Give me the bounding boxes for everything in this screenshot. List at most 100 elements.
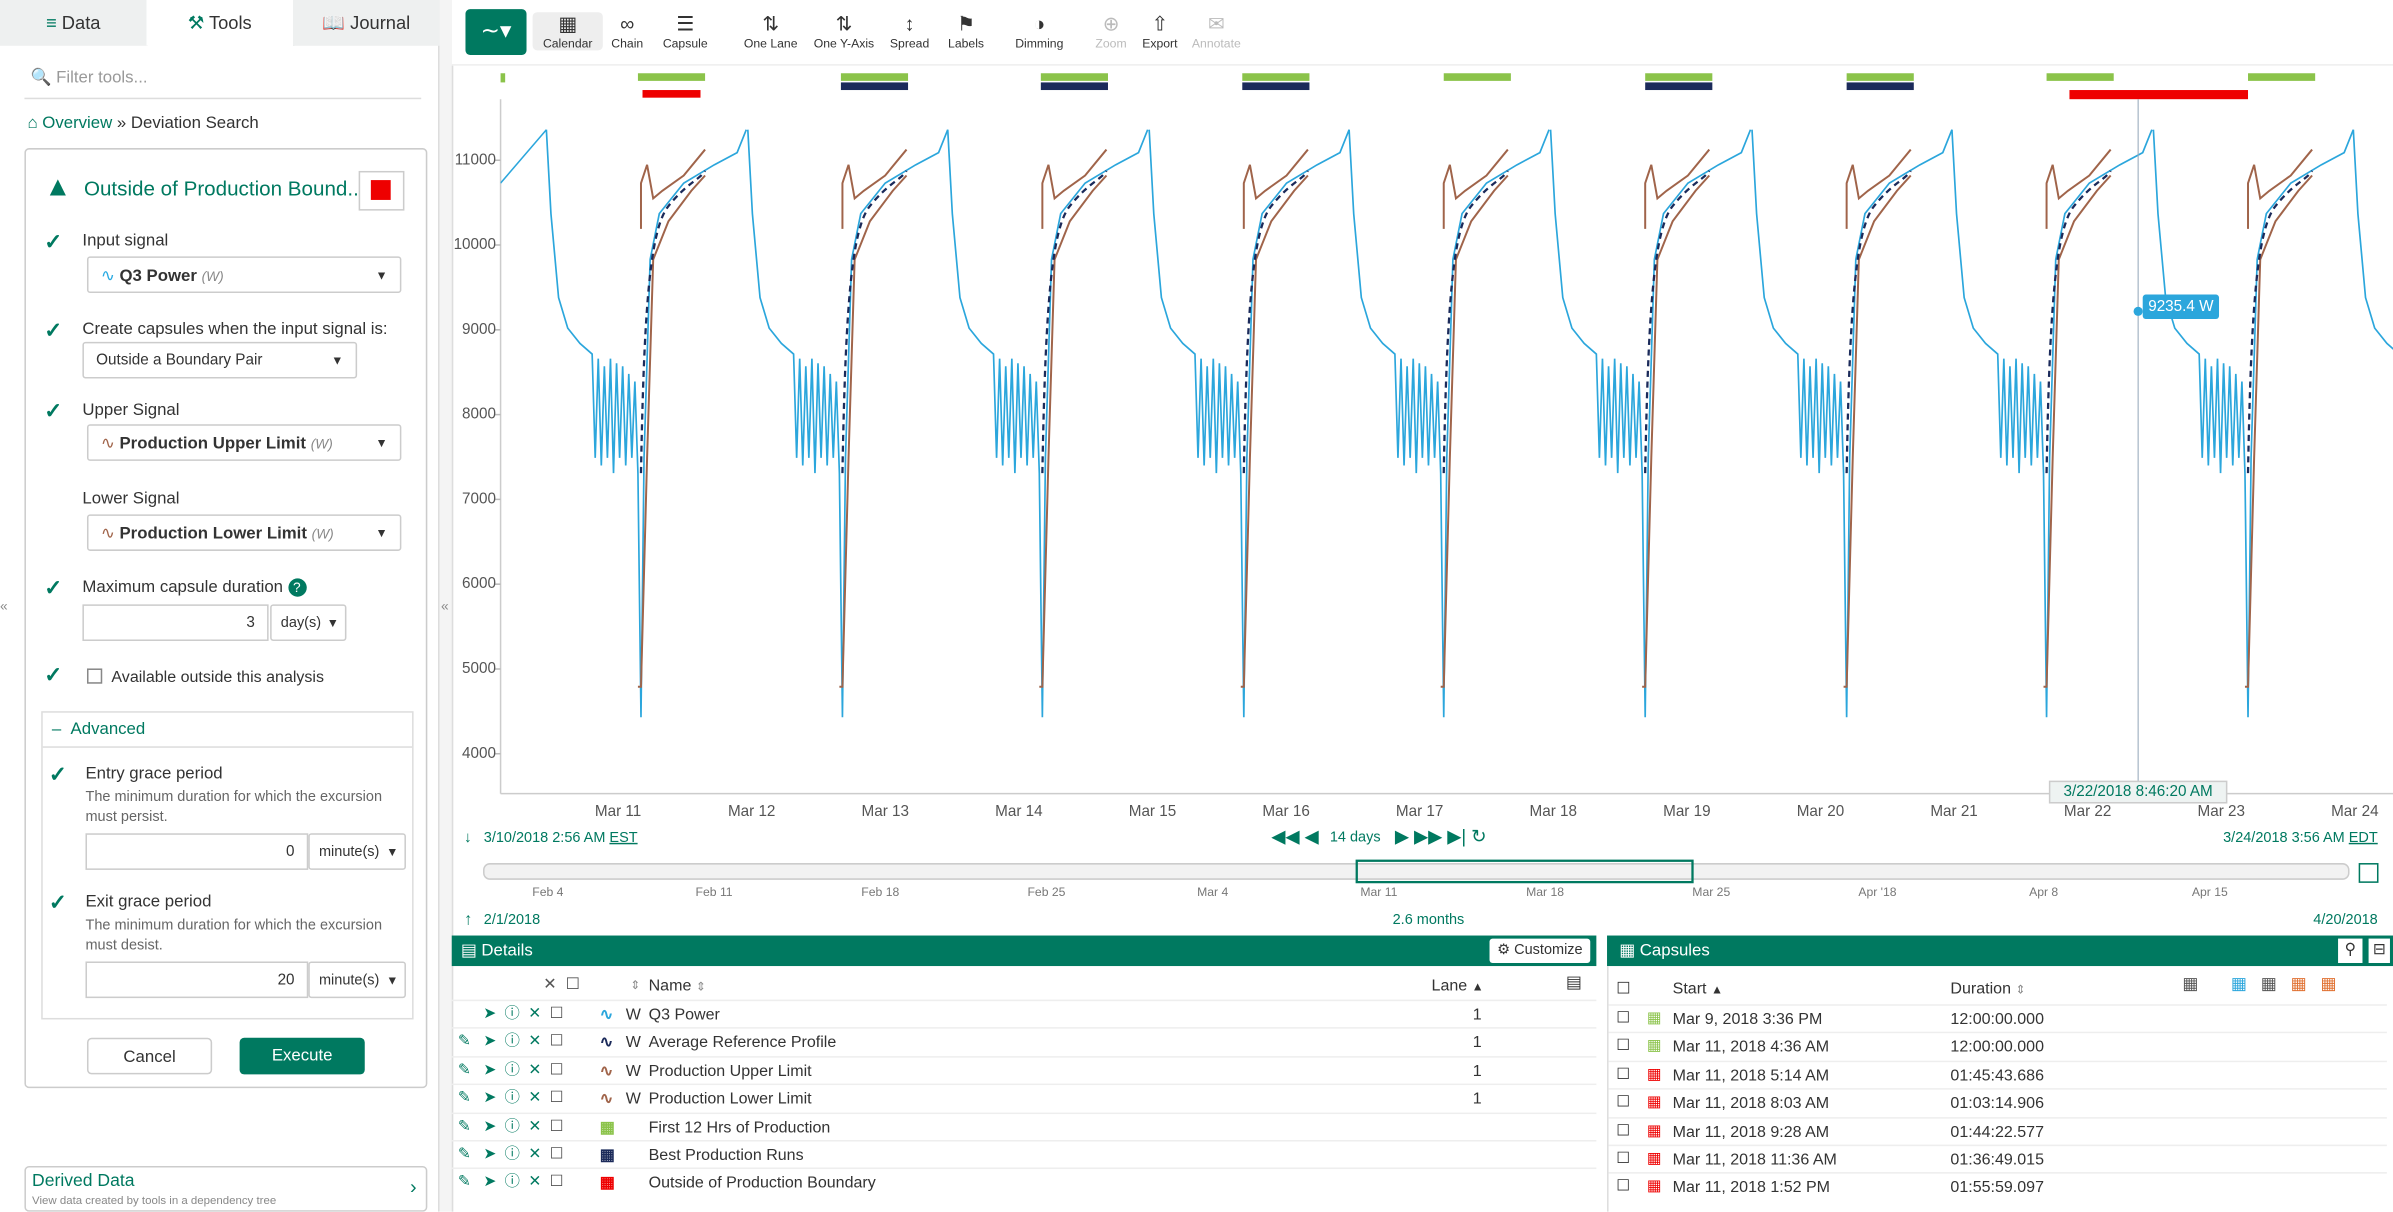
unit: (W): [310, 436, 333, 452]
column-lane: Lane: [1431, 976, 1468, 996]
navigator-start: 2/1/2018: [484, 912, 540, 928]
navigator-window[interactable]: [1355, 859, 1694, 884]
toolbar-button[interactable]: ▦ Calendar: [532, 12, 603, 51]
details-row[interactable]: ✎ ➤ ⓘ ✕ ☐ ▦ Best Production Runs: [451, 1140, 1597, 1169]
unit: (W): [311, 526, 334, 542]
toolbar: ∼▾ ▦ Calendar ∞ Chain ☰ Capsule ⇅ One Lane ⇅ One …: [451, 0, 2393, 66]
toolbar-button[interactable]: ⊕ Zoom: [1095, 12, 1127, 51]
toolbar-button[interactable]: ↕ Spread: [889, 12, 930, 51]
lower-select[interactable]: ∿ Production Lower Limit (W) ▼: [86, 514, 402, 551]
splitter[interactable]: «: [439, 0, 454, 1212]
details-row[interactable]: ✎ ➤ ⓘ ✕ ☐ ∿ W Production Lower Limit 1: [451, 1083, 1597, 1113]
column-name: Name: [648, 976, 692, 996]
unit-select[interactable]: minute(s) ▼: [308, 961, 406, 999]
tab[interactable]: 📖 Journal: [293, 0, 442, 46]
capsule-duration: 01:55:59.097: [1950, 1178, 2044, 1198]
max-duration-input[interactable]: 3: [82, 604, 269, 641]
advanced-toggle[interactable]: – Advanced: [51, 720, 146, 739]
toolbar-label: One Y-Axis: [813, 36, 875, 51]
capsule-row[interactable]: ☐ ▦ Mar 11, 2018 1:52 PM 01:55:59.097: [1608, 1172, 2387, 1202]
column-header[interactable]: Duration ⇕: [1950, 979, 2026, 999]
checkbox[interactable]: [86, 668, 103, 684]
navigator-tick-label: Apr 8: [2029, 885, 2058, 899]
upper-select[interactable]: ∿ Production Upper Limit (W) ▼: [86, 424, 402, 461]
range-span[interactable]: 14 days: [1330, 830, 1381, 846]
column-header[interactable]: Name ⇕: [648, 976, 707, 996]
navigator-tick-label: Mar 4: [1197, 885, 1228, 899]
x-tick-label: Mar 11: [595, 803, 641, 820]
toolbar-label: One Lane: [743, 36, 798, 51]
unit: W: [625, 1033, 641, 1053]
details-row[interactable]: ➤ ⓘ ✕ ☐ ∿ W Q3 Power 1: [451, 999, 1597, 1029]
filter-tools[interactable]: 🔍 Filter tools...: [30, 68, 148, 87]
input-signal: Q3 Power: [119, 267, 197, 286]
details-row[interactable]: ✎ ➤ ⓘ ✕ ☐ ∿ W Average Reference Profile 1: [451, 1027, 1597, 1057]
item-name: Production Upper Limit: [648, 1061, 812, 1081]
column-header[interactable]: Lane ▲: [1431, 976, 1484, 996]
details-row[interactable]: ✎ ➤ ⓘ ✕ ☐ ▦ Outside of Production Boundary: [451, 1168, 1597, 1197]
x-tick-label: Mar 23: [2198, 803, 2245, 820]
toolbar-label: Spread: [889, 36, 930, 51]
input-signal-select[interactable]: ∿ Q3 Power (W) ▼: [86, 256, 402, 294]
range-end[interactable]: 3/24/2018 3:56 AM EDT: [2223, 830, 2378, 846]
unit-select[interactable]: day(s) ▼: [270, 604, 347, 641]
toolbar-label: Export: [1142, 36, 1178, 51]
capsule-row[interactable]: ☐ ▦ Mar 11, 2018 5:14 AM 01:45:43.686: [1608, 1060, 2387, 1089]
toolbar-button[interactable]: ◑ Dimming: [1015, 12, 1064, 51]
customize-button[interactable]: ⚙ Customize: [1489, 938, 1591, 964]
column-duration: Duration: [1950, 979, 2012, 999]
capsule-row[interactable]: ☐ ▦ Mar 11, 2018 4:36 AM 12:00:00.000: [1608, 1032, 2387, 1061]
details-row[interactable]: ✎ ➤ ⓘ ✕ ☐ ▦ First 12 Hrs of Production: [451, 1111, 1597, 1141]
execute-button[interactable]: Execute: [239, 1037, 365, 1075]
x-tick-label: Mar 17: [1396, 803, 1443, 820]
toolbar-button[interactable]: ✉ Annotate: [1191, 12, 1241, 51]
unit: minute(s): [318, 972, 380, 989]
cancel-button[interactable]: Cancel: [86, 1037, 213, 1075]
column-header[interactable]: Start ▲: [1672, 979, 1724, 999]
capsule-row[interactable]: ☐ ▦ Mar 9, 2018 3:36 PM 12:00:00.000: [1608, 1004, 2387, 1033]
capsule-row[interactable]: ☐ ▦ Mar 11, 2018 9:28 AM 01:44:22.577: [1608, 1116, 2387, 1146]
entry-input[interactable]: 0: [85, 833, 309, 870]
lane: 1: [1472, 1033, 1482, 1053]
y-tick-label: 10000: [454, 236, 496, 253]
color-picker[interactable]: [358, 170, 405, 211]
toolbar-button[interactable]: ⇅ One Lane: [743, 12, 798, 51]
toolbar-label: Labels: [948, 36, 985, 51]
y-tick-label: 5000: [462, 660, 496, 677]
field-label: Lower Signal: [82, 489, 180, 509]
capsule-duration: 01:36:49.015: [1950, 1150, 2044, 1170]
exit-input[interactable]: 20: [85, 961, 309, 999]
tab[interactable]: ≡ Data: [0, 0, 149, 46]
navigator-span: 2.6 months: [1393, 912, 1465, 928]
view-button[interactable]: ∼▾: [465, 9, 527, 55]
tab-label: Data: [61, 12, 101, 34]
toolbar-button[interactable]: ⇧ Export: [1142, 12, 1178, 51]
tab[interactable]: ⚒ Tools: [146, 0, 295, 46]
unit: (W): [201, 268, 224, 284]
navigator[interactable]: [483, 863, 2350, 880]
toolbar-button[interactable]: ⚑ Labels: [948, 12, 985, 51]
svg-text:◀◀ ◀: ◀◀ ◀: [1271, 826, 1318, 847]
breadcrumb-root[interactable]: Overview: [42, 114, 113, 133]
derived-data[interactable]: Derived Data View data created by tools …: [24, 1165, 428, 1212]
toolbar-label: Zoom: [1095, 36, 1127, 51]
toolbar-button[interactable]: ☰ Capsule: [662, 12, 708, 51]
lane: 1: [1472, 1061, 1482, 1081]
toolbar-button[interactable]: ⇅ One Y-Axis: [813, 12, 875, 51]
toolbar-label: Annotate: [1191, 36, 1241, 51]
toolbar-button[interactable]: ∞ Chain: [611, 12, 644, 51]
condition-select[interactable]: Outside a Boundary Pair ▼: [82, 341, 358, 379]
range-start[interactable]: 3/10/2018 2:56 AM EST: [484, 830, 638, 846]
navigator-tick-label: Mar 11: [1360, 885, 1397, 899]
capsule-row[interactable]: ☐ ▦ Mar 11, 2018 11:36 AM 01:36:49.015: [1608, 1144, 2387, 1174]
details-header: ▤ Details ⚙ Customize: [451, 935, 1597, 967]
x-tick-label: Mar 16: [1262, 803, 1309, 820]
details-row[interactable]: ✎ ➤ ⓘ ✕ ☐ ∿ W Production Upper Limit 1: [451, 1055, 1597, 1085]
y-tick-label: 11000: [455, 151, 496, 168]
tool-title[interactable]: Outside of Production Bound...: [83, 177, 365, 200]
capsule-start: Mar 11, 2018 9:28 AM: [1672, 1122, 1830, 1141]
unit: W: [625, 1005, 641, 1025]
unit-select[interactable]: minute(s) ▼: [308, 833, 406, 870]
capsule-row[interactable]: ☐ ▦ Mar 11, 2018 8:03 AM 01:03:14.906: [1608, 1088, 2387, 1117]
toolbar-label: Calendar: [542, 36, 593, 51]
